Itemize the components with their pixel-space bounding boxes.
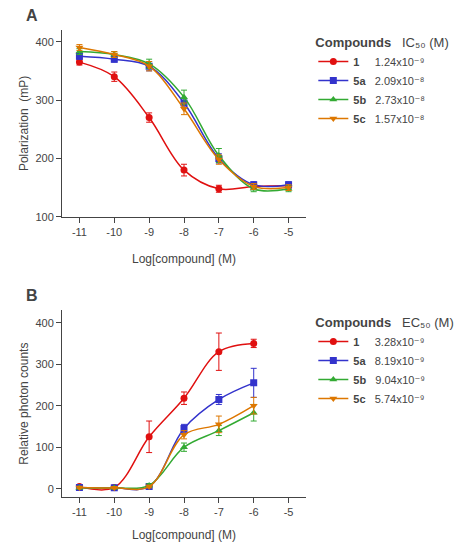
svg-text:400: 400 [35, 36, 53, 48]
svg-text:-11: -11 [72, 506, 87, 518]
svg-text:-7: -7 [214, 506, 224, 518]
svg-text:5a 2.09x10⁻⁸: 5a 2.09x10⁻⁸ [353, 75, 424, 87]
svg-text:5c 5.74x10⁻⁹: 5c 5.74x10⁻⁹ [353, 393, 424, 405]
svg-text:-8: -8 [179, 506, 189, 518]
svg-text:200: 200 [35, 400, 53, 412]
svg-text:5c 1.57x10⁻⁸: 5c 1.57x10⁻⁸ [353, 113, 424, 125]
svg-text:100: 100 [35, 211, 53, 223]
svg-text:-6: -6 [249, 226, 259, 238]
svg-text:-9: -9 [144, 506, 154, 518]
svg-text:-11: -11 [72, 226, 87, 238]
svg-text:300: 300 [35, 94, 53, 106]
svg-text:Log[compound] (M): Log[compound] (M) [132, 528, 236, 542]
svg-text:Compounds IC₅₀ (M): Compounds IC₅₀ (M) [315, 35, 448, 50]
svg-text:-9: -9 [144, 226, 154, 238]
svg-text:Log[compound] (M): Log[compound] (M) [132, 252, 236, 266]
svg-text:100: 100 [35, 441, 53, 453]
svg-text:-10: -10 [106, 226, 122, 238]
svg-text:-7: -7 [214, 226, 224, 238]
svg-text:B: B [26, 287, 38, 304]
svg-text:Polarization (mP): Polarization (mP) [17, 76, 31, 171]
svg-text:-5: -5 [284, 506, 294, 518]
svg-text:300: 300 [35, 358, 53, 370]
svg-text:Compounds EC₅₀ (M): Compounds EC₅₀ (M) [315, 315, 453, 330]
svg-text:-10: -10 [106, 506, 122, 518]
svg-text:1 1.24x10⁻⁹: 1 1.24x10⁻⁹ [353, 56, 424, 68]
svg-text:Relative photon counts: Relative photon counts [17, 343, 31, 465]
svg-text:A: A [26, 7, 38, 24]
svg-text:5a 8.19x10⁻⁹: 5a 8.19x10⁻⁹ [353, 355, 424, 367]
svg-text:5b 2.73x10⁻⁸: 5b 2.73x10⁻⁸ [353, 94, 425, 106]
svg-text:200: 200 [35, 152, 53, 164]
svg-text:-8: -8 [179, 226, 189, 238]
svg-text:-6: -6 [249, 506, 259, 518]
svg-text:1 3.28x10⁻⁹: 1 3.28x10⁻⁹ [353, 336, 424, 348]
svg-text:5b 9.04x10⁻⁹: 5b 9.04x10⁻⁹ [353, 374, 425, 386]
svg-text:-5: -5 [284, 226, 294, 238]
svg-text:0: 0 [48, 483, 54, 495]
svg-text:400: 400 [35, 317, 53, 329]
